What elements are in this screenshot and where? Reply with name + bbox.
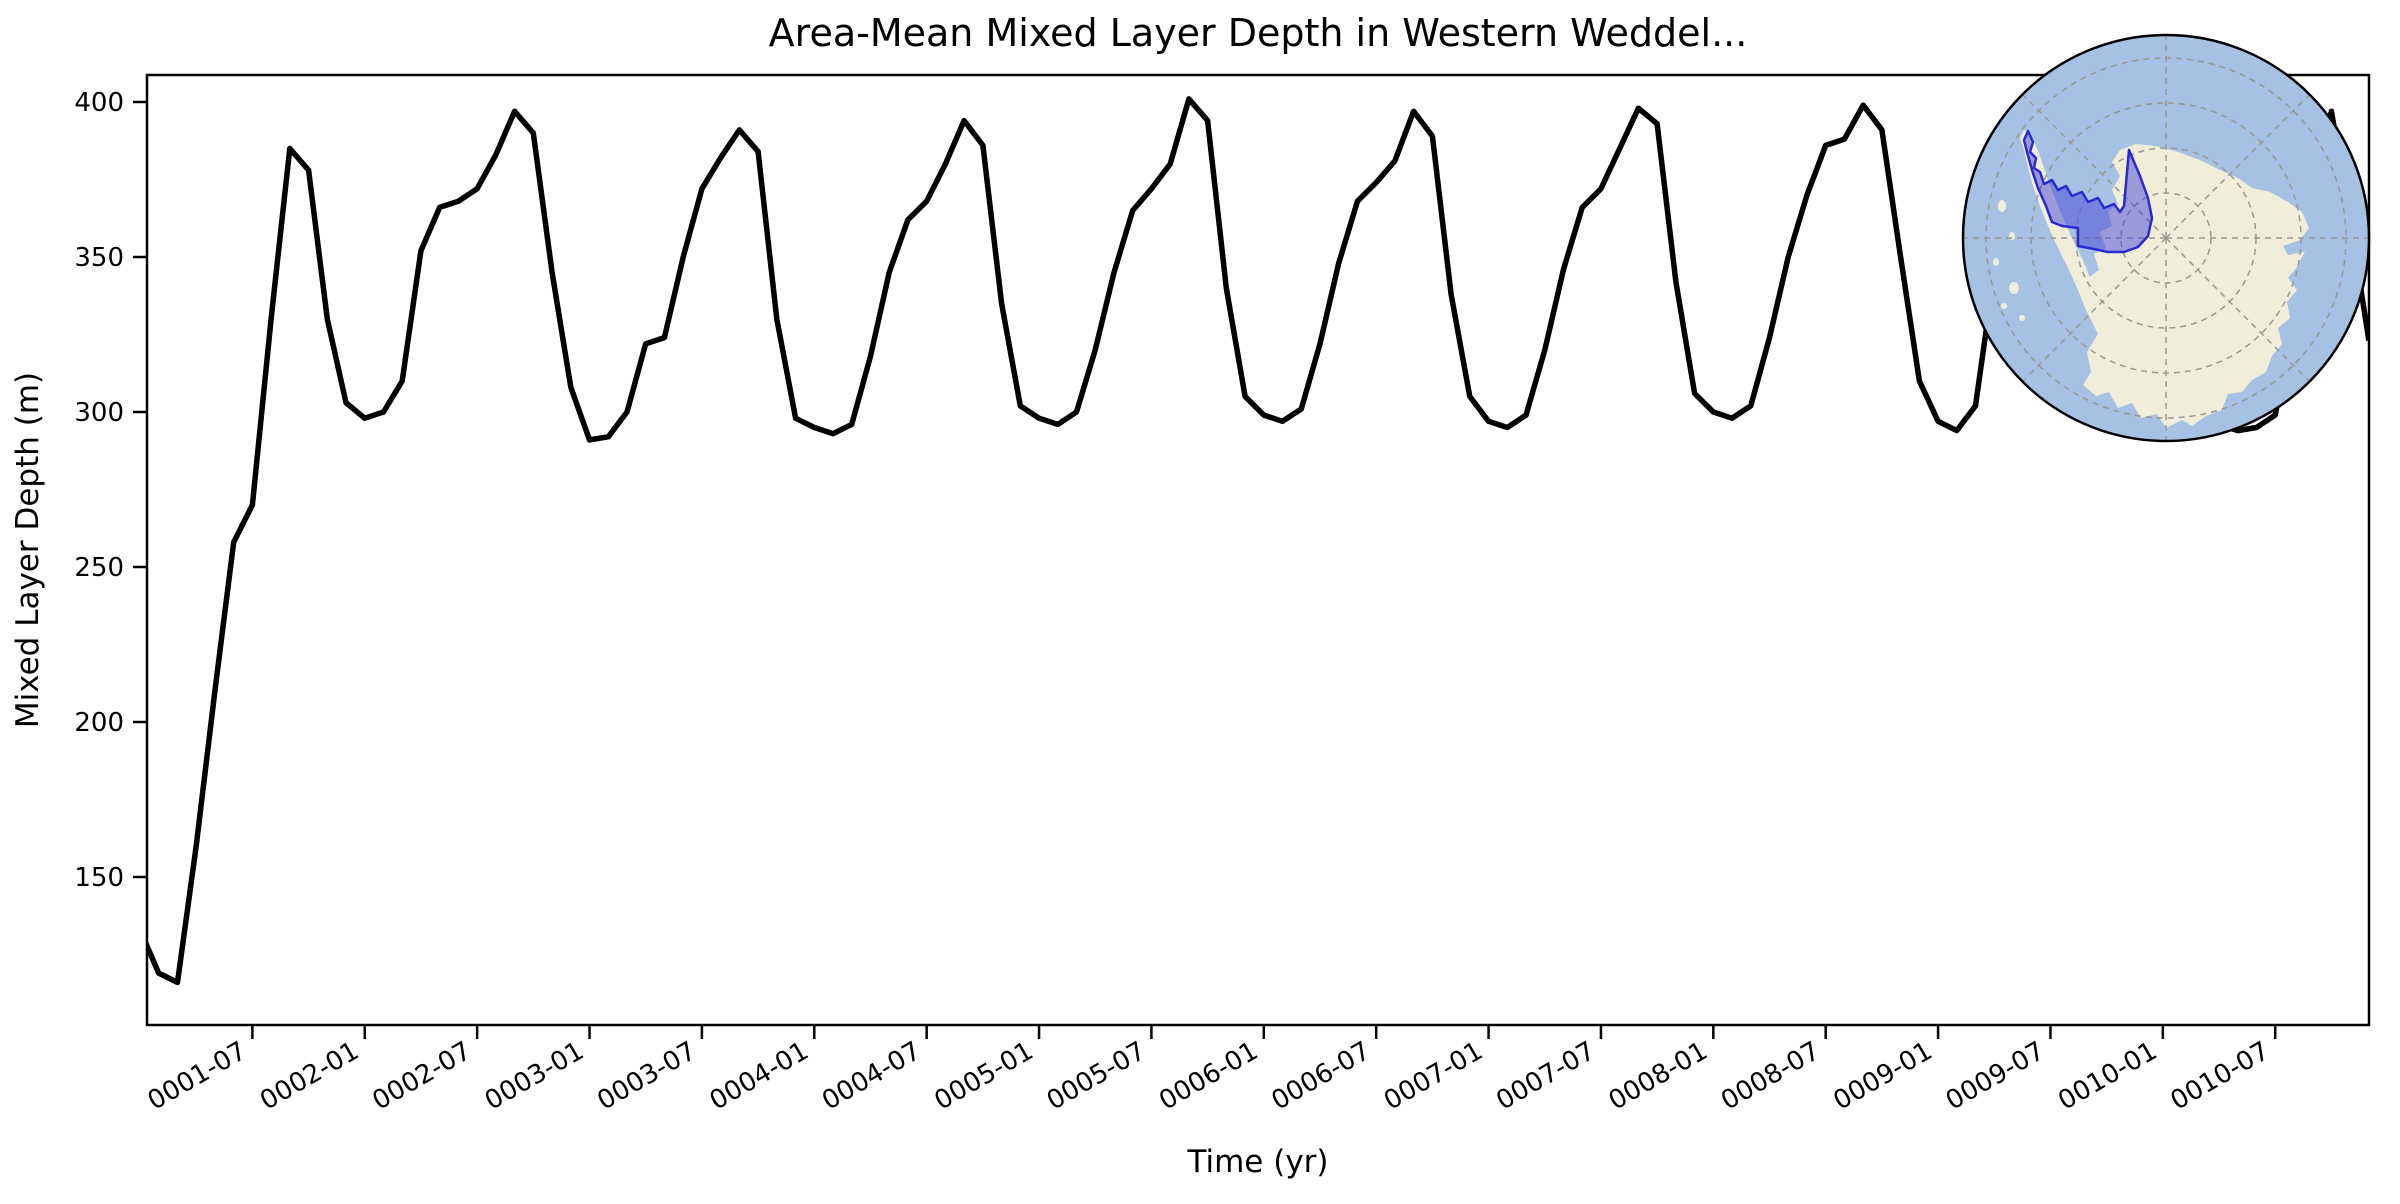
x-tick-label: 0009-07: [1941, 1036, 2050, 1116]
y-tick-label: 350: [74, 243, 124, 273]
x-tick-label: 0005-07: [1042, 1036, 1151, 1116]
islands: [1993, 200, 2025, 321]
x-tick-label: 0003-07: [592, 1036, 701, 1116]
x-tick-label: 0004-07: [817, 1036, 926, 1116]
x-tick-label: 0010-07: [2166, 1036, 2275, 1116]
map-outline-circle: [1961, 33, 2371, 443]
x-tick-label: 0010-01: [2053, 1036, 2162, 1116]
weddell-highlight-region: [2022, 129, 2154, 254]
y-axis-ticks: 150 200 250 300 350 400: [74, 88, 147, 893]
x-tick-label: 0006-07: [1267, 1036, 1376, 1116]
x-tick-label: 0001-07: [143, 1036, 252, 1116]
y-tick-label: 300: [74, 398, 124, 428]
y-tick-label: 400: [74, 88, 124, 118]
x-axis-label: Time (yr): [1187, 1144, 1329, 1180]
x-tick-label: 0004-01: [705, 1036, 814, 1116]
antarctica-inset-map: [1961, 33, 2371, 443]
y-tick-label: 200: [74, 708, 124, 738]
y-tick-label: 250: [74, 553, 124, 583]
x-tick-label: 0007-01: [1379, 1036, 1488, 1116]
x-tick-label: 0007-07: [1491, 1036, 1600, 1116]
chart-title: Area-Mean Mixed Layer Depth in Western W…: [769, 11, 1748, 55]
x-tick-label: 0009-01: [1828, 1036, 1937, 1116]
y-axis-label: Mixed Layer Depth (m): [10, 372, 46, 728]
x-tick-label: 0005-01: [929, 1036, 1038, 1116]
x-tick-label: 0002-01: [255, 1036, 364, 1116]
y-tick-label: 150: [74, 863, 124, 893]
x-tick-label: 0002-07: [368, 1036, 477, 1116]
x-tick-label: 0006-01: [1154, 1036, 1263, 1116]
x-axis-ticks: 0001-07 0002-01 0002-07 0003-01 0003-07 0004-…: [143, 1025, 2277, 1116]
x-tick-label: 0008-07: [1716, 1036, 1825, 1116]
axes-frame: [145, 73, 2371, 1027]
x-tick-label: 0008-01: [1604, 1036, 1713, 1116]
meridian-line: [2165, 93, 2311, 239]
x-tick-label: 0003-01: [480, 1036, 589, 1116]
meridian-line: [2165, 237, 2311, 383]
meridian-line: [2021, 237, 2167, 383]
